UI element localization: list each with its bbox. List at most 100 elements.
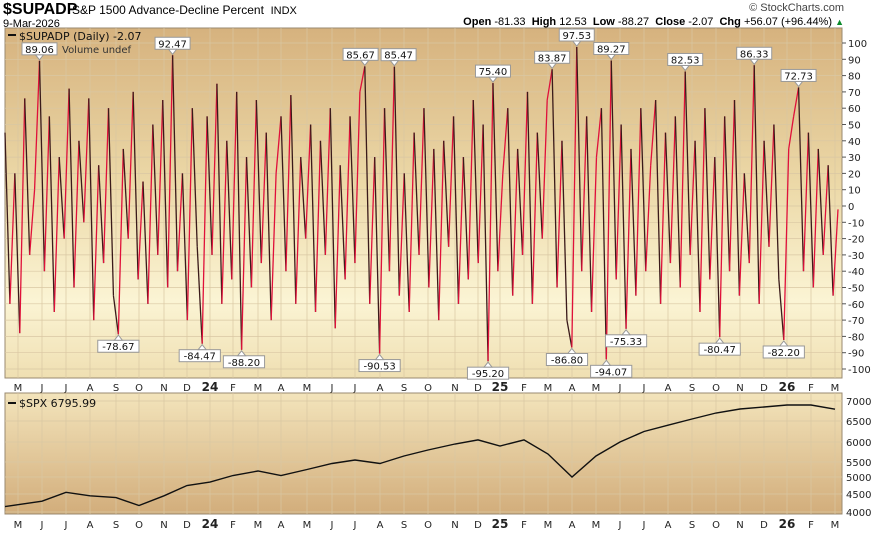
adp-segment <box>83 98 90 223</box>
adp-segment <box>418 108 425 255</box>
exchange: INDX <box>270 5 297 17</box>
annotation-label: -80.47 <box>704 345 736 356</box>
adp-segment <box>615 124 622 280</box>
adp-segment <box>88 98 95 321</box>
adp-segment <box>788 116 795 150</box>
adp-segment <box>117 148 124 335</box>
x-tick-label: A <box>87 520 94 531</box>
x-tick-label: N <box>736 383 743 394</box>
adp-segment <box>802 132 810 272</box>
adp-segment <box>492 83 499 272</box>
x-tick-label: M <box>254 383 263 394</box>
y-tick-label: -40 <box>848 267 864 278</box>
x-tick-label: A <box>569 383 576 394</box>
x-tick-label: N <box>160 383 167 394</box>
adp-segment <box>778 279 785 341</box>
x-tick-label: S <box>689 383 695 394</box>
annotation-label: -84.47 <box>184 352 216 363</box>
x-tick-label: F <box>808 383 814 394</box>
adp-segment <box>98 165 105 264</box>
y-tick-label: 60 <box>848 104 861 115</box>
adp-segment <box>186 108 193 321</box>
adp-segment <box>181 173 189 321</box>
adp-segment <box>206 116 213 255</box>
adp-segment <box>349 116 356 264</box>
x-tick-label: M <box>14 520 23 531</box>
x-tick-label: A <box>569 520 576 531</box>
annotation-pointer <box>167 48 178 56</box>
adp-segment <box>482 124 489 362</box>
adp-segment <box>43 116 51 272</box>
y-tick-label: -60 <box>848 300 864 311</box>
x-tick-label: M <box>831 520 840 531</box>
y-tick-label: -30 <box>848 251 864 262</box>
annotation-box <box>590 364 633 378</box>
annotation-label: -88.20 <box>228 358 260 369</box>
adp-segment <box>122 148 129 239</box>
annotation-pointer <box>197 343 208 351</box>
adp-segment <box>132 91 139 280</box>
adp-segment <box>33 60 41 190</box>
adp-segment <box>546 69 553 101</box>
adp-segment <box>275 116 282 174</box>
adp-segment <box>329 108 336 329</box>
adp-segment <box>709 157 716 280</box>
adp-segment <box>112 295 120 335</box>
adp-segment <box>359 66 366 93</box>
annotation-label: 89.27 <box>597 44 626 55</box>
x-tick-label: O <box>712 383 720 394</box>
adp-segment <box>58 157 65 239</box>
brand-link[interactable]: © StockCharts.com <box>749 2 844 14</box>
annotation-label: 75.40 <box>479 67 508 78</box>
adp-segment <box>812 148 819 288</box>
x-tick-label: M <box>831 383 840 394</box>
adp-segment <box>438 140 445 321</box>
adp-segment <box>378 108 386 354</box>
adp-segment <box>53 157 60 312</box>
adp-segment <box>600 108 607 360</box>
spx-plot-area <box>4 392 843 515</box>
annotation-pointer <box>374 353 385 361</box>
annotation-label: 83.87 <box>538 53 567 64</box>
chg-value: +56.07 (+96.44%) <box>743 16 833 28</box>
annotation-label: 97.53 <box>562 31 591 42</box>
x-tick-label: A <box>665 520 672 531</box>
x-tick-label: 25 <box>492 380 509 394</box>
annotation-pointer <box>749 58 760 66</box>
y-tick-label: 20 <box>848 169 861 180</box>
x-tick-label: F <box>230 520 236 531</box>
x-tick-label: A <box>278 520 285 531</box>
annotation-pointer <box>606 53 617 61</box>
adp-segment <box>221 140 228 304</box>
adp-segment <box>768 124 775 247</box>
adp-segment <box>571 47 578 348</box>
annotation-pointer <box>34 54 45 61</box>
y-tick-label: 10 <box>848 186 861 197</box>
x-tick-label: A <box>278 383 285 394</box>
adp-segment <box>620 124 627 329</box>
adp-segment <box>433 148 440 321</box>
low-value: -88.27 <box>617 16 650 28</box>
adp-segment <box>290 95 297 304</box>
adp-segment <box>822 165 829 255</box>
y-tick-label: 80 <box>848 72 861 83</box>
adp-segment <box>566 319 573 348</box>
x-tick-label: J <box>642 383 646 394</box>
adp-segment <box>167 55 174 288</box>
adp-segment <box>664 132 672 264</box>
x-tick-label: 24 <box>202 517 219 531</box>
ohlc-readout: Open -81.33 High 12.53 Low -88.27 Close … <box>463 16 844 28</box>
x-tick-label: N <box>451 383 458 394</box>
adp-segment <box>127 91 134 239</box>
y-tick-label: 6000 <box>846 438 871 449</box>
adp-segment <box>354 91 361 264</box>
y-tick-label: -10 <box>848 218 864 229</box>
annotation-label: 85.67 <box>346 50 375 61</box>
annotation-box <box>545 352 589 366</box>
adp-segment <box>457 157 465 304</box>
x-tick-label: J <box>64 520 68 531</box>
x-tick-label: F <box>521 383 527 394</box>
x-tick-label: J <box>64 383 68 394</box>
adp-segment <box>428 148 435 288</box>
x-tick-label: M <box>592 520 601 531</box>
